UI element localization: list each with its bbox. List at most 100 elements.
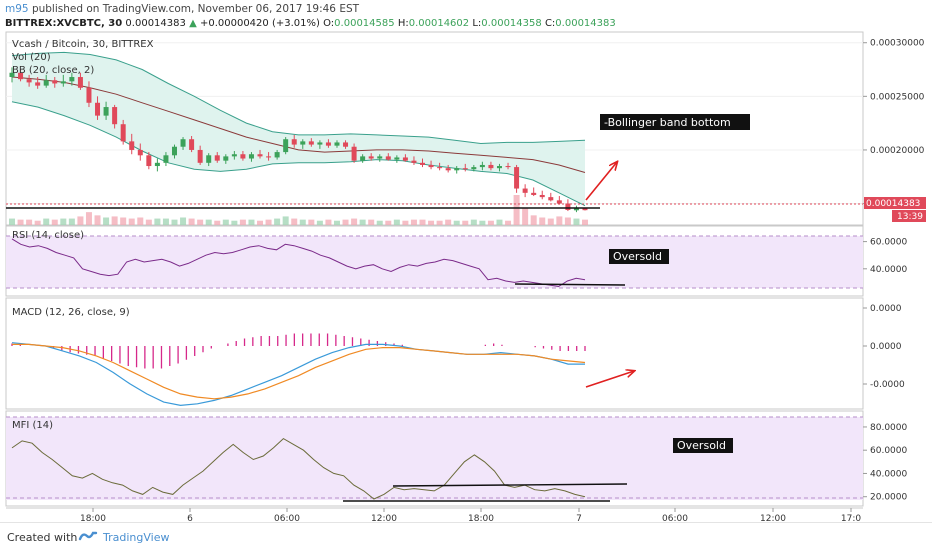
volume-bar bbox=[291, 218, 298, 225]
rsi-annotation-text: Oversold bbox=[613, 250, 662, 263]
macd-tick-label: 0.0000 bbox=[870, 304, 902, 314]
mfi-pane[interactable]: MFI (14) 80.0000 60.0000 40.0000 20.0000 Ov… bbox=[5, 410, 907, 507]
candle-body bbox=[565, 203, 571, 210]
volume-bar bbox=[462, 220, 469, 225]
time-tick-label: 18:00 bbox=[468, 514, 494, 522]
mfi-tick-label: 20.0000 bbox=[870, 493, 907, 503]
candle-body bbox=[462, 168, 468, 170]
candle-body bbox=[531, 192, 537, 195]
candle-body bbox=[146, 155, 152, 167]
candle-body bbox=[488, 164, 494, 169]
countdown-tag-text: 13:39 bbox=[897, 212, 923, 222]
signal-line bbox=[12, 343, 586, 400]
candle-body bbox=[445, 168, 451, 171]
volume-bar bbox=[103, 217, 110, 225]
price-pane[interactable]: Vcash / Bitcoin, 30, BITTREX Vol (20) BB… bbox=[5, 31, 926, 226]
volume-bar bbox=[17, 219, 24, 225]
rsi-tick-label: 40.0000 bbox=[870, 265, 907, 275]
candle-body bbox=[26, 79, 32, 83]
publish-text: published on TradingView.com, November 0… bbox=[31, 3, 360, 15]
candle-body bbox=[206, 155, 212, 163]
volume-bar bbox=[428, 220, 435, 225]
chart-area[interactable]: Vcash / Bitcoin, 30, BITTREX Vol (20) BB… bbox=[0, 30, 932, 522]
candle-body bbox=[454, 168, 460, 171]
candle-body bbox=[402, 157, 408, 161]
volume-bar bbox=[564, 217, 571, 225]
volume-bar bbox=[26, 219, 33, 225]
open-value: 0.00014585 bbox=[334, 18, 395, 29]
volume-bar bbox=[154, 218, 161, 225]
candle-body bbox=[411, 160, 417, 163]
close-label: C: bbox=[544, 18, 556, 29]
tradingview-brand[interactable]: TradingView bbox=[103, 531, 170, 544]
volume-bar bbox=[68, 218, 75, 225]
price-tick-label: 0.00020000 bbox=[870, 146, 925, 156]
volume-bar bbox=[85, 212, 92, 225]
candle-body bbox=[52, 80, 58, 84]
author-name[interactable]: m95 bbox=[5, 3, 29, 15]
candle-body bbox=[154, 162, 160, 167]
red-arrow bbox=[585, 162, 617, 201]
candle-body bbox=[317, 142, 323, 145]
time-axis[interactable]: 18:00 6 06:00 12:00 18:00 7 06:00 12:00 17:0 bbox=[6, 507, 863, 522]
low-label: L: bbox=[472, 18, 482, 29]
rsi-trend-line bbox=[514, 283, 626, 286]
candle-body bbox=[112, 107, 118, 125]
volume-bar bbox=[393, 219, 400, 225]
candle-body bbox=[573, 207, 579, 211]
volume-bar bbox=[487, 220, 494, 225]
candle-body bbox=[471, 167, 477, 170]
volume-bar bbox=[505, 220, 512, 225]
mfi-annotation-box bbox=[673, 438, 733, 453]
close-value: 0.00014383 bbox=[555, 18, 616, 29]
price-tick-label: 0.00025000 bbox=[870, 92, 925, 102]
volume-bar bbox=[282, 216, 289, 225]
volume-bar bbox=[188, 218, 195, 225]
candle-body bbox=[308, 141, 314, 145]
macd-axis: 0.0000 0.0000 -0.0000 bbox=[863, 304, 905, 390]
volume-bar bbox=[539, 217, 546, 225]
macd-pane[interactable]: MACD (12, 26, close, 9) 0.0000 0.0000 -0.0… bbox=[5, 297, 905, 410]
candle-body bbox=[103, 107, 109, 116]
candle-body bbox=[334, 142, 340, 146]
candle-body bbox=[394, 157, 400, 160]
macd-pane-frame bbox=[5, 297, 864, 410]
volume-bar bbox=[180, 217, 187, 225]
bollinger-lower-line bbox=[11, 101, 586, 207]
candle-body bbox=[35, 82, 41, 86]
macd-histogram bbox=[11, 333, 586, 369]
candle-body bbox=[514, 167, 520, 189]
volume-bar bbox=[547, 218, 554, 225]
symbol-info: BITTREX:XVCBTC, 30 0.00014383 ▲ +0.00000… bbox=[5, 18, 616, 29]
time-tick-label: 06:00 bbox=[274, 514, 300, 522]
volume-bar bbox=[60, 218, 67, 225]
candle-body bbox=[420, 162, 426, 165]
high-value: 0.00014602 bbox=[408, 18, 470, 29]
candle-body bbox=[556, 200, 562, 204]
volume-bar bbox=[342, 219, 349, 225]
volume-bar bbox=[582, 219, 588, 225]
price-title: Vcash / Bitcoin, 30, BITTREX bbox=[12, 39, 154, 50]
macd-tick-label: 0.0000 bbox=[870, 342, 902, 352]
candle-body bbox=[266, 156, 272, 158]
candle-body bbox=[496, 166, 502, 169]
candle-body bbox=[9, 72, 15, 78]
candle-body bbox=[300, 141, 306, 145]
candle-body bbox=[351, 146, 357, 161]
volume-bar bbox=[513, 195, 520, 225]
bollinger-upper-line bbox=[11, 51, 586, 145]
volume-bar bbox=[222, 219, 229, 225]
volume-bar bbox=[137, 217, 144, 225]
volume-indicator-label: Vol (20) bbox=[12, 52, 51, 63]
open-label: O: bbox=[323, 18, 335, 29]
candle-body bbox=[522, 188, 528, 193]
time-tick-label: 12:00 bbox=[371, 514, 397, 522]
time-tick-label: 17:0 bbox=[841, 514, 861, 522]
volume-bar bbox=[496, 219, 503, 225]
volume-bar bbox=[573, 218, 580, 225]
volume-bar bbox=[299, 219, 306, 225]
rsi-pane[interactable]: RSI (14, close) 60.0000 40.0000 Oversold bbox=[5, 225, 907, 297]
candle-body bbox=[120, 124, 126, 142]
candle-body bbox=[505, 166, 511, 168]
